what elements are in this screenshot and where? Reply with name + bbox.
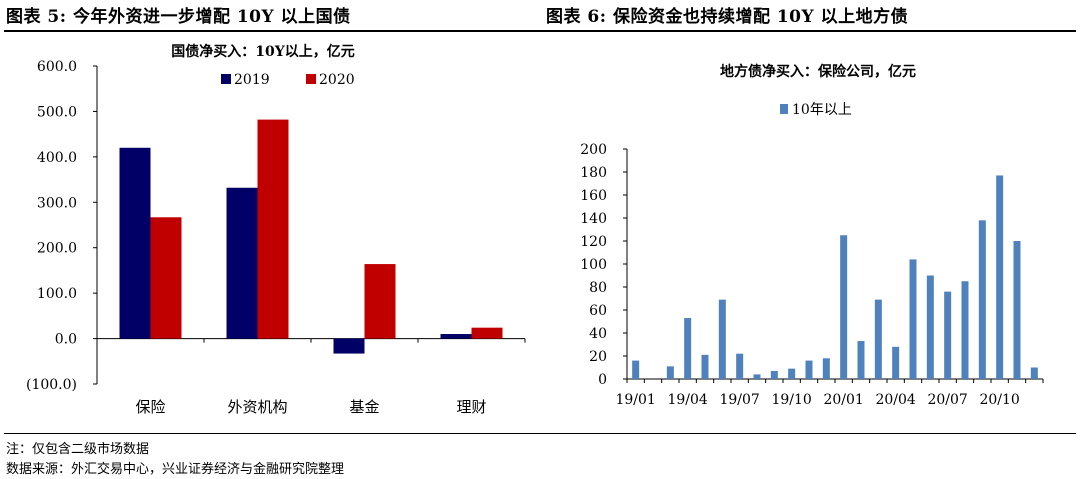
bar-2020-1 [257, 119, 289, 339]
y-tick-label: 20 [589, 349, 607, 365]
bar-19/04 [684, 318, 692, 379]
x-tick-label: 20/04 [875, 392, 915, 408]
bar-19/11 [805, 360, 813, 379]
bar-20/12 [1030, 367, 1038, 379]
y-tick-label: 400.0 [37, 150, 77, 166]
bar-20/09 [978, 220, 986, 379]
figure-6-title: 图表 6: 保险资金也持续增配 10Y 以上地方债 [546, 7, 909, 27]
y-tick-label: 200.0 [37, 241, 77, 257]
y-tick-label: 160 [580, 188, 607, 204]
x-tick-label: 20/01 [823, 392, 863, 408]
bar-20/06 [926, 275, 934, 379]
y-tick-label: 500.0 [37, 104, 77, 120]
bar-2020-0 [150, 217, 182, 339]
y-tick-label: 80 [589, 280, 607, 296]
bar-20/04 [892, 346, 900, 379]
bar-20/07 [944, 291, 952, 379]
bar-19/07 [736, 353, 744, 379]
x-tick-label: 19/10 [771, 392, 811, 408]
y-tick-label: 60 [589, 303, 607, 319]
bar-20/03 [874, 299, 882, 379]
bar-2019-3 [440, 334, 472, 339]
x-tick-label: 20/10 [979, 392, 1019, 408]
y-tick-label: 0 [598, 372, 607, 388]
bar-2020-2 [364, 264, 396, 339]
y-tick-label: 100 [580, 257, 607, 273]
y-tick-label: 0.0 [55, 332, 77, 348]
y-tick-label: 100.0 [37, 286, 77, 302]
bar-20/05 [909, 259, 917, 379]
bar-2019-2 [333, 338, 365, 354]
footnote: 注：仅包含二级市场数据 [6, 442, 150, 457]
y-tick-label: 180 [580, 165, 607, 181]
x-tick-label: 理财 [456, 398, 486, 416]
local-bond-chart: 地方债净买入：保险公司，亿元10年以上200180160140120100806… [580, 63, 1044, 408]
x-tick-label: 外资机构 [227, 398, 287, 416]
y-tick-label: 120 [580, 234, 607, 250]
bar-19/05 [701, 354, 709, 379]
bar-19/03 [666, 366, 674, 379]
y-tick-label: 200 [580, 142, 607, 158]
chart-title: 国债净买入：10Y以上，亿元 [171, 43, 354, 60]
figure-5-title: 图表 5: 今年外资进一步增配 10Y 以上国债 [6, 7, 351, 27]
x-tick-label: 保险 [135, 398, 165, 416]
y-tick-label: 600.0 [37, 59, 77, 75]
x-tick-label: 20/07 [927, 392, 967, 408]
bar-20/01 [840, 235, 848, 379]
bar-2019-1 [226, 187, 258, 339]
top-rule [4, 30, 1076, 32]
bar-19/08 [753, 374, 761, 379]
legend-label-2019: 2019 [234, 72, 270, 88]
treasury-bond-chart: 国债净买入：10Y以上，亿元 2019 2020 600.0 500.0 400.0 300… [26, 43, 526, 416]
bar-19/10 [788, 368, 796, 379]
bar-20/08 [961, 281, 969, 379]
y-tick-label: 140 [580, 211, 607, 227]
bar-2019-0 [119, 147, 151, 339]
y-tick-label: (100.0) [26, 377, 77, 393]
x-tick-label: 基金 [349, 398, 379, 416]
bar-19/12 [822, 358, 830, 379]
bar-19/01 [632, 360, 640, 379]
bar-20/02 [857, 341, 865, 379]
bar-19/06 [718, 299, 726, 379]
legend-swatch-2019 [221, 74, 231, 84]
bottom-rule [4, 433, 1076, 434]
y-tick-label: 300.0 [37, 195, 77, 211]
bar-2020-3 [471, 327, 503, 339]
y-tick-label: 40 [589, 326, 607, 342]
legend-swatch-2020 [306, 74, 316, 84]
source-note: 数据来源：外汇交易中心，兴业证券经济与金融研究院整理 [6, 462, 345, 477]
bar-20/10 [996, 175, 1004, 379]
x-tick-label: 19/01 [615, 392, 655, 408]
x-tick-label: 19/04 [667, 392, 707, 408]
legend-label-2020: 2020 [319, 72, 355, 88]
legend-label-10y: 10年以上 [792, 102, 852, 118]
bar-19/09 [770, 370, 778, 379]
chart-title: 地方债净买入：保险公司，亿元 [720, 63, 916, 80]
x-tick-label: 19/07 [719, 392, 759, 408]
bar-20/11 [1013, 241, 1021, 379]
legend-swatch-10y [780, 104, 788, 114]
